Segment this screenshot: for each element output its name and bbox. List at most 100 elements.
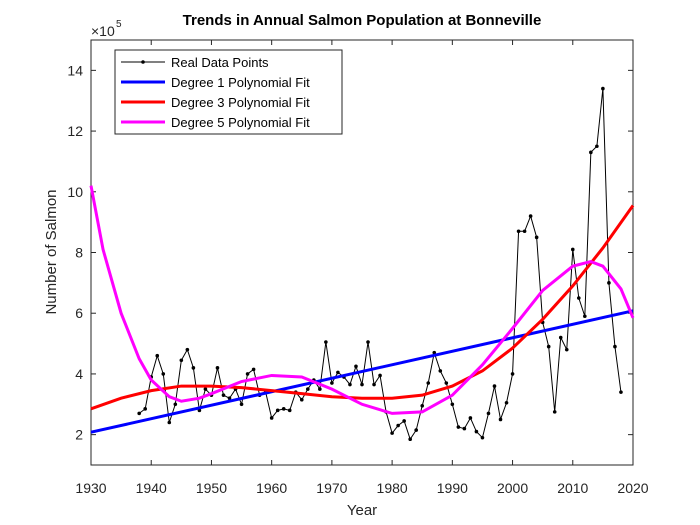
x-tick-label: 1970 [316, 480, 347, 496]
data-point [589, 150, 593, 155]
data-point [221, 393, 226, 397]
y-tick-label: 10 [67, 184, 83, 200]
y-tick-label: 6 [75, 305, 83, 321]
fit-line [90, 309, 634, 434]
data-point [522, 229, 527, 234]
data-point [372, 382, 376, 387]
x-tick-label: 1950 [196, 480, 227, 496]
data-point [420, 404, 425, 408]
data-point [330, 381, 334, 385]
data-point [251, 367, 256, 372]
data-point [546, 344, 551, 349]
data-point [438, 369, 443, 373]
data-point [239, 402, 244, 407]
data-point [173, 402, 178, 407]
plot-area: 1930 1940 1950 1960 1970 1980 1990 2000 2010 2020… [67, 40, 649, 496]
data-point [354, 364, 358, 369]
data-point [336, 370, 340, 375]
data-point [564, 347, 569, 352]
data-point [390, 431, 394, 435]
data-point [137, 411, 141, 416]
data-point [474, 429, 479, 434]
data-point [492, 384, 497, 388]
x-axis-label: Year [347, 502, 377, 519]
legend-box [114, 49, 343, 135]
legend-label: Degree 5 Polynomial Fit [171, 115, 310, 130]
legend-label: Degree 3 Polynomial Fit [171, 95, 310, 110]
data-point [161, 372, 166, 376]
data-point [203, 387, 208, 391]
data-point [607, 281, 611, 285]
data-point [426, 381, 431, 385]
data-point [191, 366, 196, 370]
data-point [528, 214, 533, 218]
fit-line [89, 185, 635, 415]
x-tick-label: 1960 [256, 480, 287, 496]
fit-line [90, 204, 635, 411]
data-point [414, 428, 419, 432]
data-point [269, 416, 274, 420]
data-point [299, 397, 304, 402]
data-point [360, 382, 364, 387]
y-tick-label: 8 [75, 245, 83, 261]
data-point [408, 437, 412, 441]
data-point [534, 235, 539, 240]
x-tick-label: 2000 [497, 480, 528, 496]
data-point [558, 335, 563, 340]
data-point [396, 423, 400, 428]
x-tick-label: 1980 [377, 480, 408, 496]
data-point [462, 426, 467, 431]
data-point [318, 387, 322, 391]
data-point [167, 420, 172, 425]
data-point [504, 400, 509, 405]
data-point [324, 340, 328, 344]
data-point [227, 396, 232, 401]
data-point [179, 358, 184, 363]
data-point [613, 344, 617, 349]
y-tick-label: 12 [67, 123, 83, 139]
chart-title: Trends in Annual Salmon Population at Bo… [183, 12, 542, 29]
data-point [215, 366, 220, 370]
data-point [619, 390, 623, 394]
data-point [486, 411, 491, 416]
data-point [155, 353, 160, 358]
data-point [450, 402, 455, 407]
y-axis-label: Number of Salmon [43, 189, 60, 314]
data-point [185, 347, 190, 352]
data-point [378, 373, 382, 378]
data-point [468, 416, 473, 420]
data-point [275, 408, 280, 413]
data-point [281, 407, 286, 411]
y-tick-label: 4 [75, 366, 83, 382]
data-point [245, 372, 250, 376]
legend-label: Degree 1 Polynomial Fit [171, 75, 310, 90]
data-point [366, 340, 370, 344]
legend: Real Data Points Degree 1 Polynomial Fit D… [114, 49, 343, 135]
data-point [287, 408, 292, 413]
data-point [498, 417, 503, 422]
data-point [348, 382, 352, 387]
legend-label: Real Data Points [171, 55, 269, 70]
data-point [595, 144, 599, 149]
data-point [510, 372, 515, 376]
data-point [306, 387, 310, 391]
data-point [601, 86, 605, 91]
data-point [456, 425, 461, 429]
data-point [480, 435, 485, 440]
legend-marker [141, 60, 145, 64]
x-tick-label: 2010 [557, 480, 588, 496]
data-point [583, 314, 587, 319]
x-tick-label: 1930 [75, 480, 106, 496]
x-tick-label: 1940 [136, 480, 167, 496]
x-tick-label: 1990 [437, 480, 468, 496]
data-point [143, 407, 147, 411]
data-point [516, 229, 521, 234]
x-tick-label: 2020 [617, 480, 648, 496]
data-point [570, 247, 575, 252]
data-point [552, 410, 557, 414]
data-point [444, 381, 449, 385]
y-tick-label: 14 [67, 62, 83, 78]
y-multiplier-exponent: 5 [116, 19, 122, 30]
y-multiplier: ×10 [91, 23, 115, 39]
